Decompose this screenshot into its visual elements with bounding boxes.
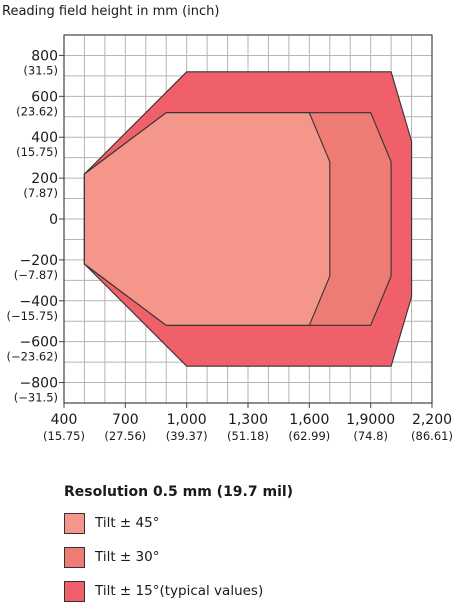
legend-item-tilt-15: Tilt ± 15°(typical values) <box>64 580 444 602</box>
legend-swatch-tilt-45 <box>64 512 85 534</box>
y-tick-sublabel: (15.75) <box>16 145 58 159</box>
y-tick-sublabel: (−15.75) <box>6 309 58 323</box>
legend-label-tilt-45: Tilt ± 45° <box>95 515 160 531</box>
y-tick-label: −800 <box>20 376 58 392</box>
y-tick-label: 400 <box>31 130 58 146</box>
x-tick-label: 700 <box>112 412 139 428</box>
legend-swatch-tilt-15 <box>64 580 85 602</box>
legend-title: Resolution 0.5 mm (19.7 mil) <box>64 484 294 500</box>
y-tick-label: 0 <box>49 212 58 228</box>
legend: Resolution 0.5 mm (19.7 mil) Tilt ± 45° … <box>64 484 444 614</box>
legend-item-tilt-45: Tilt ± 45° <box>64 512 444 534</box>
x-tick-sublabel: (86.61) <box>411 429 453 443</box>
x-tick-label: 1,600 <box>289 412 329 428</box>
x-tick-sublabel: (39.37) <box>166 429 208 443</box>
y-tick-sublabel: (31.5) <box>23 63 58 77</box>
x-tick-sublabel: (15.75) <box>43 429 85 443</box>
legend-label-tilt-30: Tilt ± 30° <box>95 549 160 565</box>
x-tick-sublabel: (51.18) <box>227 429 269 443</box>
x-tick-sublabel: (74.8) <box>353 429 388 443</box>
legend-label-tilt-15: Tilt ± 15°(typical values) <box>95 583 264 599</box>
chart-title: Reading field height in mm (inch) <box>2 4 219 19</box>
y-tick-label: 600 <box>31 89 58 105</box>
y-tick-label: 800 <box>31 48 58 64</box>
series-area-2 <box>83 112 331 326</box>
y-tick-label: −600 <box>20 335 58 351</box>
x-tick-label: 2,200 <box>412 412 452 428</box>
y-tick-sublabel: (−31.5) <box>14 391 58 405</box>
y-tick-sublabel: (−7.87) <box>14 268 58 282</box>
x-tick-label: 400 <box>51 412 78 428</box>
series-areas <box>83 71 413 367</box>
x-tick-sublabel: (62.99) <box>288 429 330 443</box>
y-tick-sublabel: (23.62) <box>16 104 58 118</box>
x-tick-label: 1,9000 <box>346 412 395 428</box>
x-tick-label: 1,000 <box>167 412 207 428</box>
y-tick-sublabel: (7.87) <box>23 186 58 200</box>
axes: 800(31.5)600(23.62)400(15.75)200(7.87)0−… <box>6 34 453 443</box>
y-tick-label: 200 <box>31 171 58 187</box>
y-tick-sublabel: (−23.62) <box>6 350 58 364</box>
legend-swatch-tilt-30 <box>64 546 85 568</box>
y-tick-label: −200 <box>20 253 58 269</box>
x-tick-sublabel: (27.56) <box>104 429 146 443</box>
legend-item-tilt-30: Tilt ± 30° <box>64 546 444 568</box>
y-tick-label: −400 <box>20 294 58 310</box>
chart-plot: Reading field height in mm (inch) 800(31… <box>2 4 453 443</box>
x-tick-label: 1,300 <box>228 412 268 428</box>
